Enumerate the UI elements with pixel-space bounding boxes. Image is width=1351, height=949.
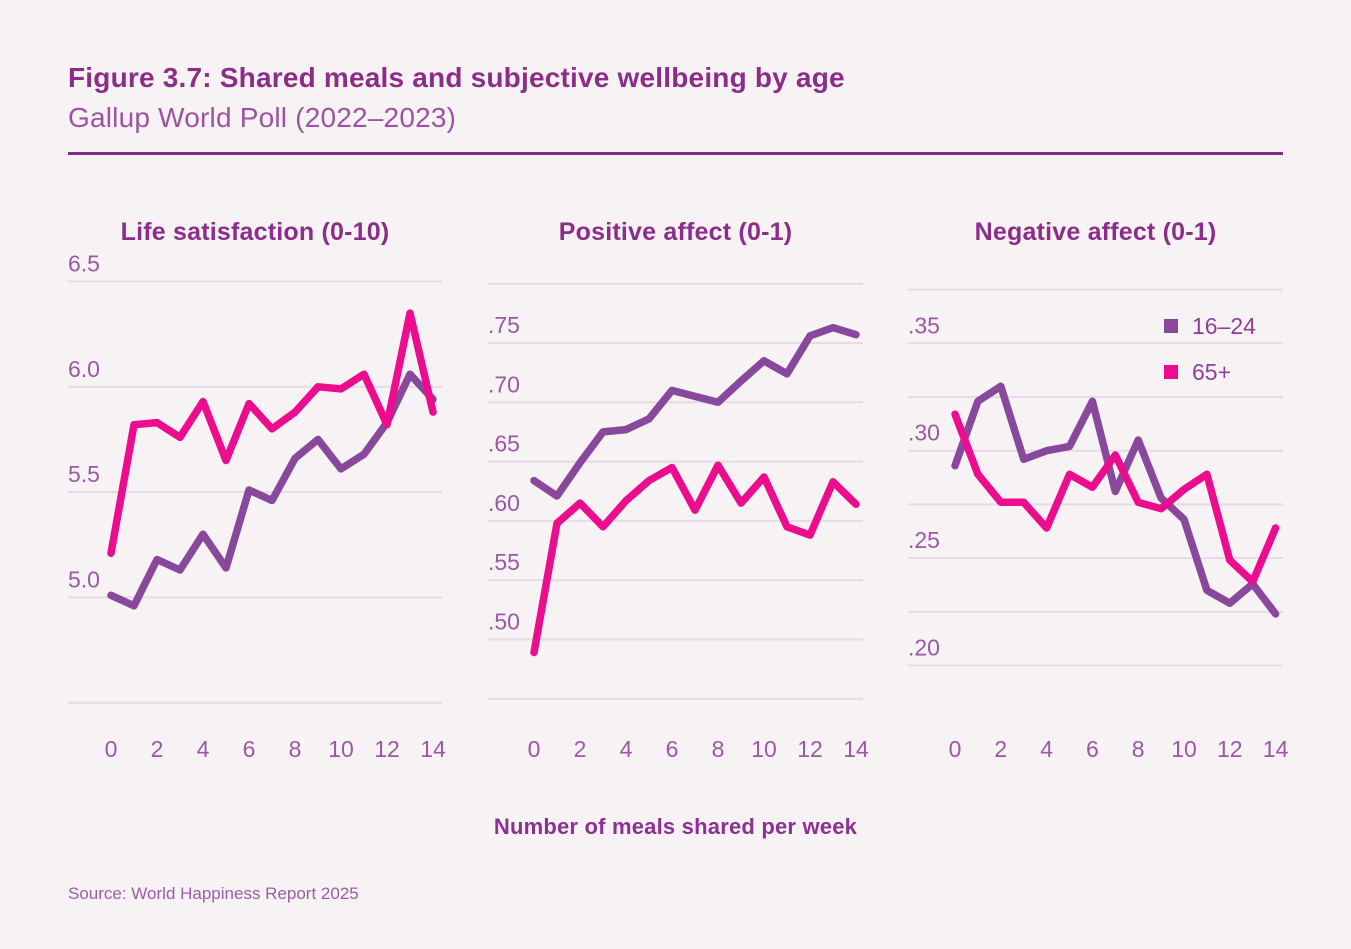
y-axis-label: 5.0 — [68, 566, 100, 592]
x-axis-label: 2 — [574, 736, 587, 762]
x-axis-label: 6 — [666, 736, 679, 762]
figure-subtitle: Gallup World Poll (2022–2023) — [68, 102, 457, 133]
y-axis-label: .50 — [488, 609, 520, 635]
x-axis-label: 4 — [1040, 736, 1053, 762]
y-axis-label: .25 — [908, 527, 940, 553]
x-axis-label: 4 — [620, 736, 633, 762]
series-line-65plus — [951, 410, 1280, 586]
x-axis-label: 12 — [797, 736, 823, 762]
legend-label-16-24: 16–24 — [1192, 313, 1256, 339]
x-axis-label: 6 — [1086, 736, 1099, 762]
x-axis-label: 4 — [197, 736, 210, 762]
y-axis-label: .70 — [488, 371, 520, 397]
y-axis-label: 6.5 — [68, 251, 100, 277]
y-axis-label: .30 — [908, 420, 940, 446]
x-axis-label: 12 — [1217, 736, 1243, 762]
chart-title-negative-affect: Negative affect (0-1) — [975, 218, 1217, 246]
series-line-65plus — [530, 461, 860, 657]
y-axis-label: 5.5 — [68, 461, 100, 487]
x-axis-label: 14 — [843, 736, 869, 762]
figure-title: Figure 3.7: Shared meals and subjective … — [68, 62, 845, 93]
chart-positive-affect: Positive affect (0-1) .75 .70 .65 .60 .55 .50… — [488, 218, 869, 762]
x-axis-label: 14 — [420, 736, 446, 762]
x-axis-label: 12 — [374, 736, 400, 762]
y-axis-label: .75 — [488, 312, 520, 338]
y-axis-label: .60 — [488, 490, 520, 516]
y-axis-label: .55 — [488, 549, 520, 575]
x-axis-label: 14 — [1263, 736, 1289, 762]
legend-swatch-65plus — [1164, 365, 1178, 379]
title-divider — [68, 152, 1283, 155]
chart-negative-affect: Negative affect (0-1) .35.30.25.200 2 4 6 8 1… — [908, 218, 1289, 762]
x-axis-label: 10 — [751, 736, 777, 762]
chart-title-positive-affect: Positive affect (0-1) — [559, 218, 792, 246]
y-axis-label: .20 — [908, 635, 940, 661]
x-axis-label: 2 — [151, 736, 164, 762]
x-axis-label: 0 — [528, 736, 541, 762]
series-line-65plus — [107, 309, 437, 557]
chart-life-satisfaction: Life satisfaction (0-10) 6.5 6.0 5.5 5.0 0 2 4… — [68, 218, 446, 762]
legend-swatch-16-24 — [1164, 319, 1178, 333]
series-line-16-24 — [107, 370, 437, 610]
series-line-16-24 — [951, 382, 1280, 618]
x-axis-label: 0 — [949, 736, 962, 762]
y-axis-label: .65 — [488, 431, 520, 457]
legend: 16–24 65+ — [1164, 313, 1256, 385]
x-axis-label: 10 — [1171, 736, 1197, 762]
legend-label-65plus: 65+ — [1192, 359, 1231, 385]
y-axis-label: .35 — [908, 312, 940, 338]
chart-title-life-satisfaction: Life satisfaction (0-10) — [121, 218, 390, 246]
series-line-16-24 — [530, 323, 860, 500]
x-axis-title: Number of meals shared per week — [493, 814, 858, 839]
x-axis-label: 8 — [712, 736, 725, 762]
x-axis-label: 8 — [1132, 736, 1145, 762]
x-axis-label: 10 — [328, 736, 354, 762]
y-axis-label: 6.0 — [68, 356, 100, 382]
x-axis-label: 0 — [105, 736, 118, 762]
x-axis-label: 2 — [994, 736, 1007, 762]
source-note: Source: World Happiness Report 2025 — [68, 884, 359, 903]
x-axis-label: 6 — [243, 736, 256, 762]
x-axis-label: 8 — [289, 736, 302, 762]
